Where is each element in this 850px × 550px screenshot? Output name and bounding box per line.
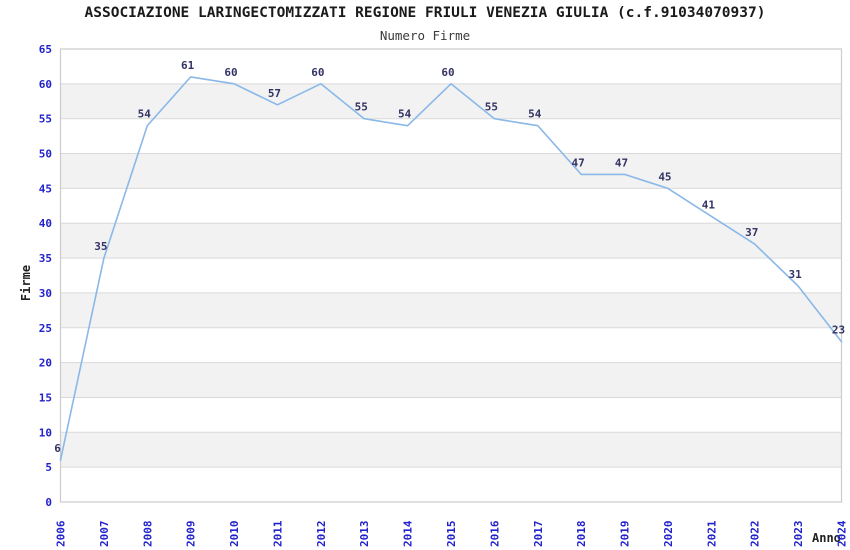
plot-band <box>60 153 842 189</box>
y-tick-label: 35 <box>39 252 52 265</box>
x-tick-label: 2007 <box>98 521 111 548</box>
x-tick-label: 2017 <box>532 521 545 548</box>
plot-band <box>60 292 842 328</box>
x-tick-label: 2009 <box>185 521 198 548</box>
y-tick-label: 25 <box>39 322 52 335</box>
x-tick-label: 2024 <box>836 520 849 547</box>
data-label: 41 <box>702 198 716 211</box>
data-label: 55 <box>355 101 368 114</box>
x-tick-label: 2021 <box>705 520 718 547</box>
data-label: 60 <box>311 66 324 79</box>
chart-subtitle: Numero Firme <box>379 28 471 43</box>
data-label: 23 <box>832 324 845 337</box>
y-tick-label: 60 <box>39 78 52 91</box>
plot-border <box>59 48 843 503</box>
y-tick-label: 10 <box>39 426 52 439</box>
y-tick-label: 55 <box>39 113 52 126</box>
data-label: 47 <box>572 156 585 169</box>
x-axis-title: Anno <box>812 531 841 545</box>
plot-band <box>60 362 842 398</box>
x-tick-label: 2016 <box>488 520 501 547</box>
plot-band <box>60 223 842 259</box>
x-tick-label: 2019 <box>619 521 632 548</box>
y-tick-label: 50 <box>39 148 52 161</box>
y-tick-label: 15 <box>39 391 52 404</box>
y-tick-label: 0 <box>45 496 52 509</box>
y-tick-label: 30 <box>39 287 52 300</box>
y-tick-label: 20 <box>39 357 52 370</box>
data-label: 60 <box>441 66 454 79</box>
data-label: 37 <box>745 226 758 239</box>
x-tick-label: 2022 <box>749 521 762 548</box>
plot-band <box>60 432 842 468</box>
data-label: 35 <box>94 240 107 253</box>
x-tick-label: 2023 <box>792 521 805 548</box>
x-tick-label: 2013 <box>358 521 371 548</box>
y-tick-label: 45 <box>39 182 52 195</box>
data-label: 31 <box>788 268 802 281</box>
x-tick-label: 2011 <box>271 520 284 547</box>
y-tick-label: 40 <box>39 217 52 230</box>
series-line <box>59 76 843 462</box>
x-tick-label: 2008 <box>141 521 154 548</box>
data-label: 54 <box>398 108 412 121</box>
x-tick-label: 2012 <box>315 521 328 548</box>
x-tick-label: 2018 <box>575 521 588 548</box>
data-label: 61 <box>181 59 195 72</box>
data-label: 60 <box>224 66 237 79</box>
data-label: 57 <box>268 87 281 100</box>
y-tick-label: 5 <box>45 461 52 474</box>
data-label: 6 <box>54 442 61 455</box>
y-tick-label: 65 <box>39 43 52 56</box>
data-label: 47 <box>615 156 628 169</box>
x-tick-label: 2014 <box>402 520 415 547</box>
data-label: 55 <box>485 101 498 114</box>
x-tick-label: 2020 <box>662 521 675 548</box>
x-tick-label: 2006 <box>55 520 68 547</box>
data-label: 54 <box>138 108 152 121</box>
x-tick-label: 2015 <box>445 521 458 548</box>
chart-title: ASSOCIAZIONE LARINGECTOMIZZATI REGIONE F… <box>84 5 766 21</box>
data-label: 54 <box>528 108 542 121</box>
data-label: 45 <box>658 170 671 183</box>
plot-band <box>60 83 842 119</box>
x-tick-label: 2010 <box>228 521 241 548</box>
